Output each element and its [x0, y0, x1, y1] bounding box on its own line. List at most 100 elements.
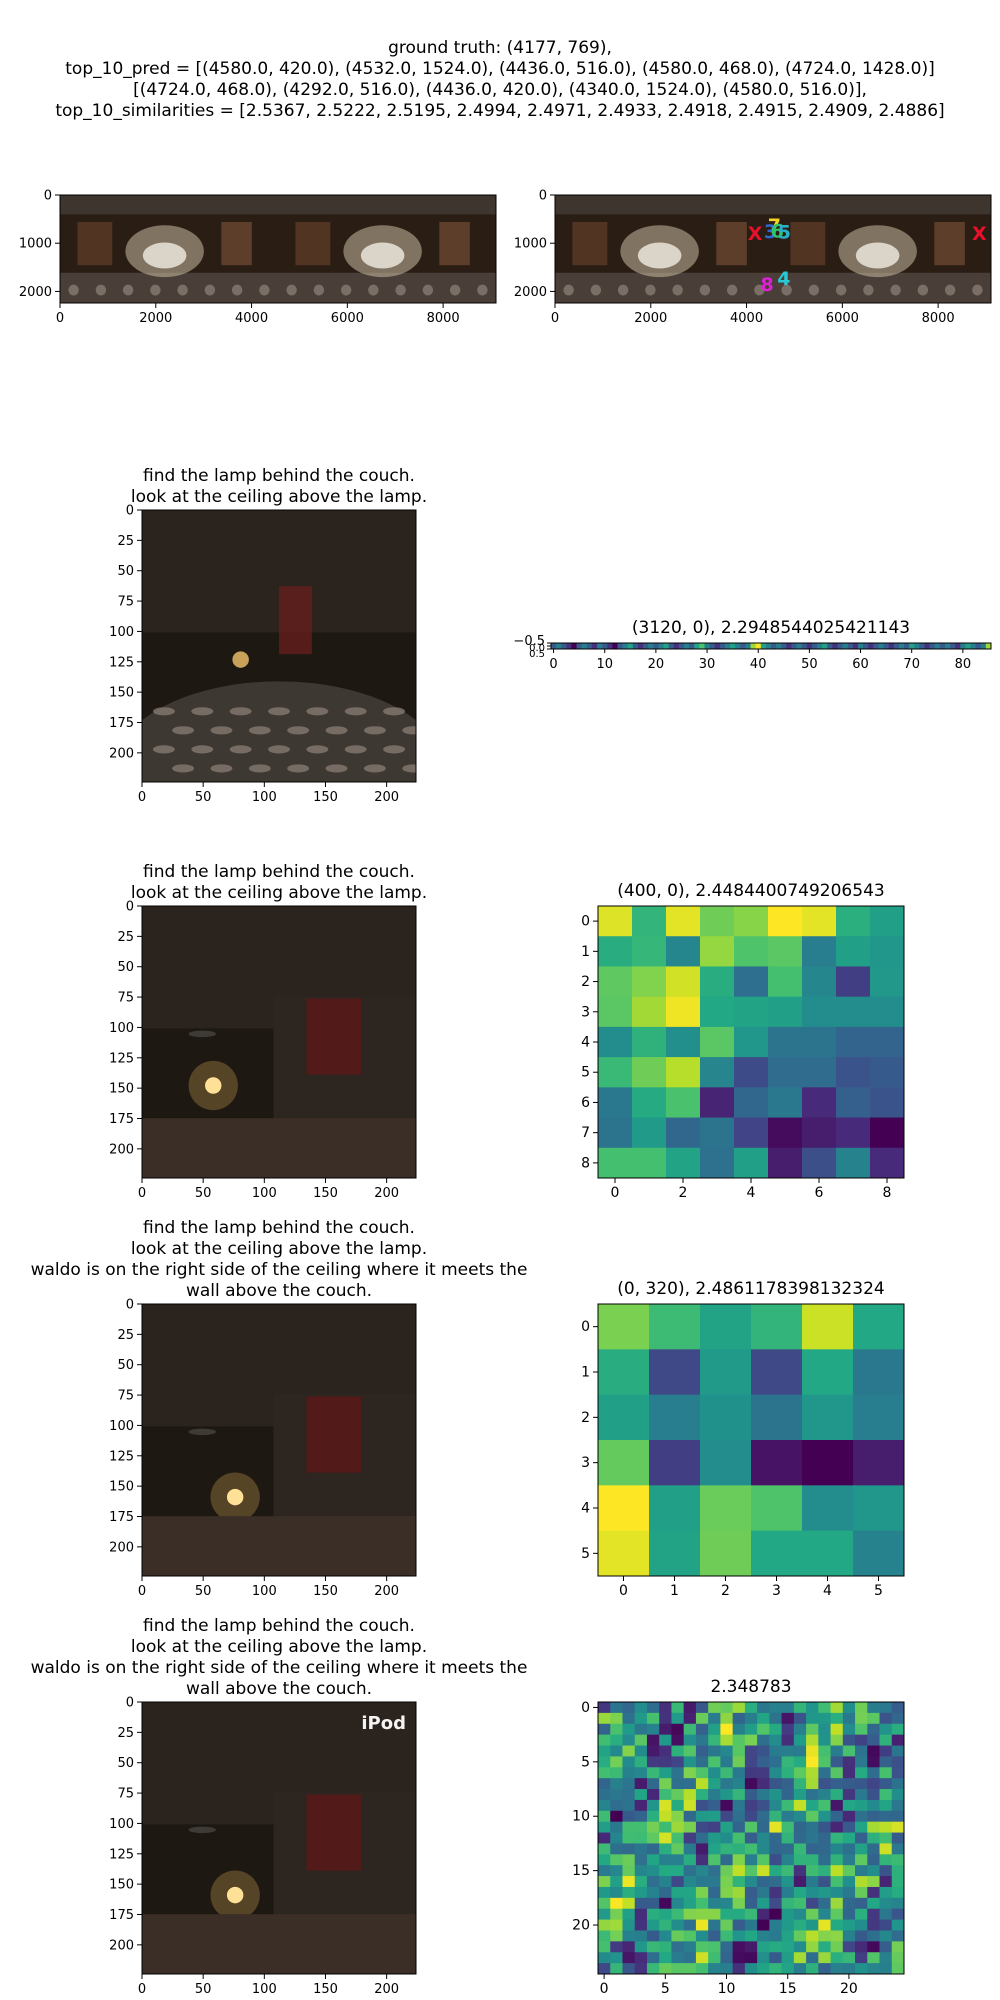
grid25-cell — [769, 1821, 783, 1834]
grid25-cell — [622, 1941, 636, 1953]
grid25-cell — [695, 1712, 709, 1725]
strip-cell — [581, 643, 588, 650]
grid25-cell — [708, 1767, 721, 1779]
grid25-cell — [720, 1821, 734, 1834]
grid25-cell — [806, 1897, 819, 1910]
view4-title-line: find the lamp behind the couch. — [143, 1616, 415, 1636]
grid25-cell — [659, 1734, 672, 1747]
strip-cell — [684, 643, 690, 650]
grid25-cell — [806, 1854, 819, 1866]
grid25-cell — [695, 1952, 709, 1964]
grid25-cell — [695, 1876, 709, 1888]
grid25-cell — [744, 1908, 758, 1921]
grid25-cell — [781, 1930, 795, 1942]
grid25-cell — [818, 1767, 832, 1779]
grid25-cell — [855, 1941, 868, 1953]
grid9-cell — [802, 1147, 837, 1179]
view3-ytick-label: 175 — [109, 1510, 134, 1525]
grid25-cell — [732, 1778, 746, 1790]
panorama_right-ytick-label: 2000 — [514, 285, 547, 300]
panorama_right-xtick-label: 4000 — [730, 311, 763, 326]
grid25-cell — [720, 1843, 734, 1855]
grid6-cell — [700, 1440, 752, 1486]
grid25-cell — [610, 1712, 623, 1725]
grid25-cell — [683, 1843, 697, 1855]
grid25-cell — [830, 1810, 844, 1823]
grid25-cell — [744, 1723, 758, 1736]
prediction-marker: X — [748, 223, 763, 245]
grid25-cell — [781, 1756, 795, 1768]
grid25-cell — [646, 1865, 660, 1877]
grid9-cell — [632, 996, 667, 1028]
panorama_left-xtick-label: 2000 — [139, 311, 172, 326]
grid25-cell — [891, 1930, 905, 1942]
grid25-cell — [598, 1865, 611, 1877]
grid25-cell — [793, 1908, 807, 1921]
grid25-cell — [622, 1952, 636, 1964]
grid25-cell — [720, 1723, 734, 1736]
grid25-cell — [610, 1832, 623, 1844]
grid25-cell — [806, 1941, 819, 1953]
grid25-cell — [769, 1789, 783, 1801]
grid25-cell — [879, 1756, 893, 1768]
strip-cell — [643, 643, 649, 650]
grid25-cell — [830, 1886, 844, 1899]
grid25-cell — [610, 1789, 623, 1801]
grid25-cell — [891, 1843, 905, 1855]
grid25-ytick-label: 5 — [581, 1754, 590, 1770]
strip-cell — [919, 643, 925, 650]
view2-ytick-label: 0 — [126, 900, 134, 915]
grid25-cell — [634, 1963, 648, 1975]
strip-cell — [985, 643, 992, 650]
grid9-title: (400, 0), 2.4484400749206543 — [617, 881, 884, 901]
grid25-cell — [683, 1919, 697, 1931]
grid25-cell — [695, 1778, 709, 1790]
title-line-ground-truth: ground truth: (4177, 769), — [388, 38, 612, 58]
grid25-cell — [659, 1832, 672, 1844]
strip-cell — [597, 643, 603, 650]
grid25-cell — [720, 1941, 734, 1953]
grid25-cell — [695, 1930, 709, 1942]
grid25-cell — [867, 1886, 881, 1899]
grid25-cell — [818, 1745, 832, 1757]
strip-cell — [801, 643, 808, 650]
grid25-cell — [671, 1723, 685, 1736]
grid25-cell — [622, 1832, 636, 1844]
grid25-cell — [708, 1702, 721, 1714]
grid25-cell — [598, 1941, 611, 1953]
grid25-cell — [610, 1821, 623, 1834]
view3-ytick-label: 200 — [109, 1540, 134, 1555]
view4-ytick-label: 100 — [109, 1817, 134, 1832]
grid9-cell — [836, 936, 871, 967]
grid25-cell — [757, 1919, 770, 1931]
view2-ytick-label: 125 — [109, 1051, 134, 1066]
grid25-cell — [610, 1886, 623, 1899]
grid25-cell — [695, 1745, 709, 1757]
view3-ytick-label: 25 — [117, 1328, 134, 1343]
panorama_left-ytick-label: 0 — [44, 189, 52, 204]
grid25-cell — [695, 1799, 709, 1812]
grid9-cell — [768, 1057, 803, 1088]
strip-cell — [883, 643, 890, 650]
grid9-ytick-label: 3 — [581, 1004, 590, 1020]
grid25-cell — [610, 1930, 623, 1942]
view1-ytick-label: 200 — [109, 746, 134, 761]
grid25-cell — [695, 1854, 709, 1866]
grid9-cell — [700, 996, 735, 1028]
grid25-cell — [879, 1778, 893, 1790]
grid25-cell — [830, 1897, 844, 1910]
grid9-cell — [870, 966, 905, 998]
grid25-cell — [732, 1756, 746, 1768]
prediction-marker: 8 — [761, 274, 774, 296]
grid25-cell — [769, 1756, 783, 1768]
panorama_right-xtick-label: 8000 — [922, 311, 955, 326]
view4-ytick-label: 75 — [117, 1787, 134, 1802]
grid25-cell — [781, 1854, 795, 1866]
view1-ytick-label: 50 — [117, 564, 134, 579]
strip-cell — [602, 643, 608, 650]
grid25-cell — [830, 1930, 844, 1942]
grid25-cell — [842, 1865, 856, 1877]
grid9-cell — [870, 1147, 905, 1179]
grid25-cell — [891, 1963, 905, 1975]
